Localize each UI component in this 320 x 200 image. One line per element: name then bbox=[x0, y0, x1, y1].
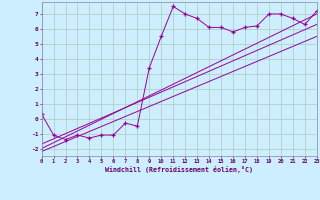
X-axis label: Windchill (Refroidissement éolien,°C): Windchill (Refroidissement éolien,°C) bbox=[105, 166, 253, 173]
